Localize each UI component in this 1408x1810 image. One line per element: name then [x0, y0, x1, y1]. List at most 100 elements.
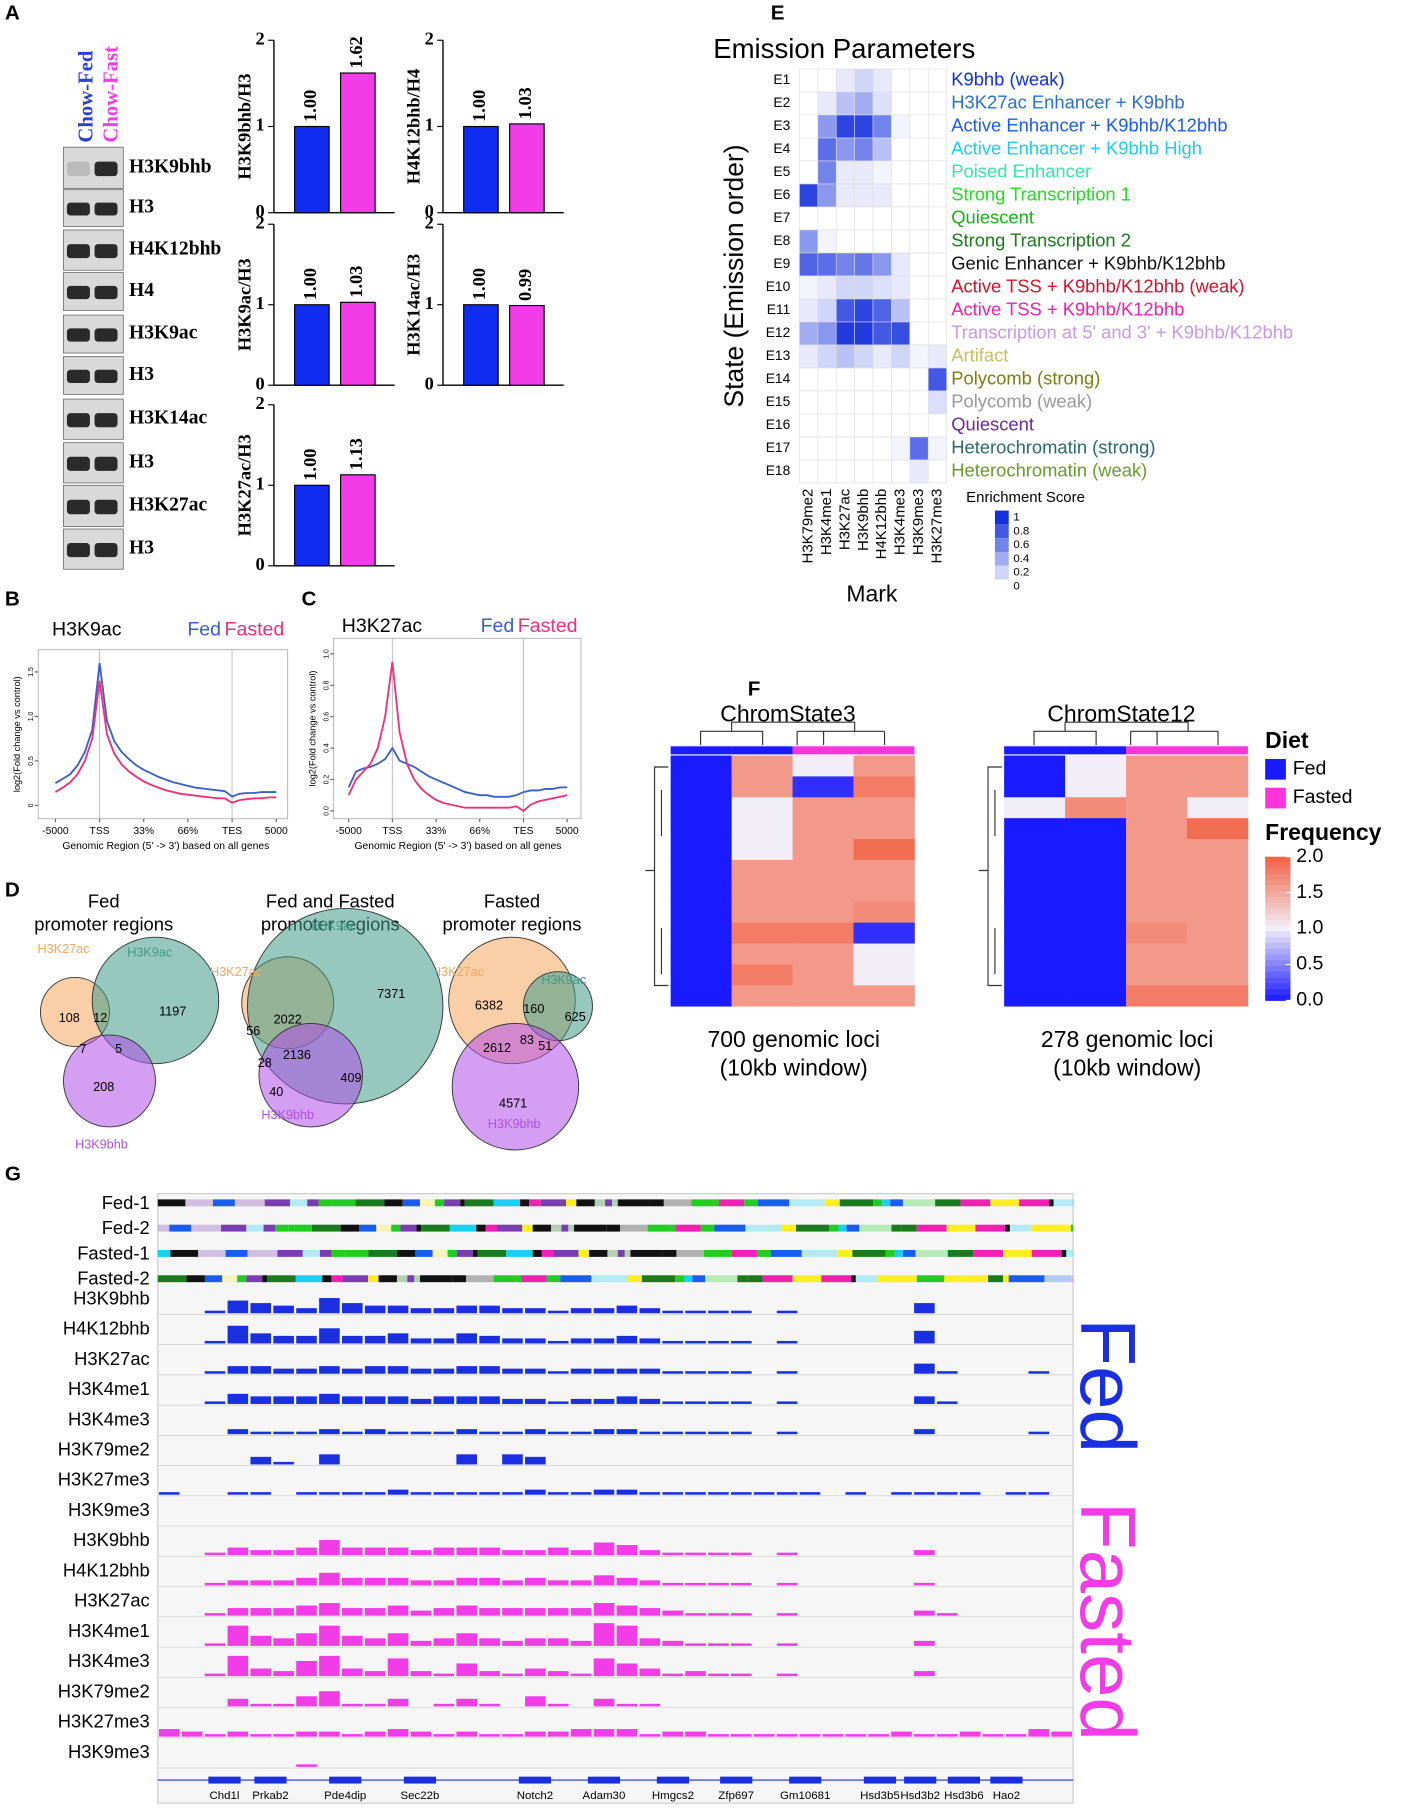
signal-bar: [250, 1550, 272, 1556]
colorbar-segment: [1265, 983, 1291, 990]
signal-bar: [685, 1582, 706, 1586]
heatmap-cell: [670, 776, 732, 798]
y-tick-label: 0.0: [324, 806, 331, 816]
y-axis-label: H3K9bhb/H3: [235, 73, 255, 179]
state-segment: [692, 1275, 706, 1283]
state-segment: [553, 1249, 579, 1257]
state-segment: [591, 1275, 627, 1283]
signal-bar: [547, 1638, 569, 1646]
signal-bar: [387, 1547, 409, 1556]
signal-bar: [547, 1703, 569, 1707]
heatmap-cell: [927, 91, 947, 116]
group-label: Fed: [1064, 1318, 1152, 1453]
signal-bar: [914, 1734, 935, 1737]
signal-bar: [342, 1635, 363, 1646]
y-tick-label: 1.5: [28, 667, 35, 677]
y-tick-label: 2: [256, 28, 265, 48]
signal-bar: [639, 1338, 661, 1344]
colorbar-segment: [1265, 960, 1291, 967]
blot-band: [94, 285, 118, 300]
venn-set-label: H3K9ac: [311, 919, 356, 933]
signal-bar: [456, 1333, 478, 1344]
state-segment: [594, 1199, 606, 1207]
venn-set-label: H3K9ac: [541, 973, 586, 987]
signal-bar: [227, 1731, 249, 1737]
signal-bar: [387, 1366, 409, 1374]
signal-bar: [273, 1431, 294, 1435]
blot-label: H3: [129, 451, 154, 472]
signal-bar: [662, 1552, 683, 1556]
venn-count: 208: [93, 1080, 114, 1094]
venn-count: 2136: [283, 1048, 311, 1062]
column-annotation: [731, 746, 793, 755]
colorbar-segment: [1265, 868, 1291, 875]
heatmap-cell: [872, 91, 892, 116]
heatmap-cell: [872, 160, 892, 185]
signal-bar: [731, 1582, 752, 1586]
track-label: H3K9bhb: [73, 1287, 150, 1308]
heatmap-cell: [909, 137, 929, 162]
y-axis-label: H4K12bhb/H4: [404, 69, 424, 184]
y-axis-label: log2(Fold change vs control): [307, 671, 317, 787]
venn-count: 28: [258, 1056, 272, 1070]
heatmap-cell: [853, 880, 915, 903]
state-segment: [731, 1249, 757, 1257]
gene-label: Hmgcs2: [652, 1790, 694, 1802]
gene-label: Adam30: [583, 1790, 626, 1802]
signal-bar: [776, 1582, 798, 1586]
group-label: Fasted: [1064, 1502, 1152, 1741]
colorbar-segment: [1265, 977, 1291, 984]
heatmap-cell: [835, 298, 855, 323]
heatmap-cell: [891, 206, 911, 231]
state-segment: [676, 1249, 704, 1257]
state-segment: [675, 1275, 685, 1283]
heatmap-cell: [1065, 755, 1127, 777]
signal-bar: [547, 1431, 569, 1435]
signal-bar: [1028, 1729, 1050, 1737]
state-segment: [402, 1199, 420, 1207]
signal-bar: [479, 1547, 500, 1556]
state-segment: [288, 1224, 312, 1232]
heatmap-cell: [891, 367, 911, 392]
heatmap-cell: [670, 985, 732, 1007]
heatmap-cell: [927, 114, 947, 139]
track-label: H3K4me3: [68, 1408, 150, 1429]
gene-label: Prkab2: [252, 1790, 288, 1802]
colorbar-tick-label: 0: [1013, 580, 1019, 592]
state-segment: [704, 1249, 727, 1257]
heatmap-cell: [670, 839, 732, 861]
signal-bar: [319, 1655, 340, 1677]
signal-bar: [959, 1492, 981, 1495]
heatmap-cell: [799, 321, 819, 346]
signal-bar: [776, 1401, 798, 1404]
gene-label: Hsd3b5: [860, 1790, 900, 1802]
row-label: E14: [766, 371, 791, 386]
y-tick-label: 1.0: [324, 649, 331, 659]
state-segment: [762, 1275, 793, 1283]
signal-bar: [342, 1608, 363, 1616]
signal-bar: [753, 1492, 775, 1495]
heatmap-cell: [853, 755, 915, 777]
state-segment: [551, 1224, 562, 1232]
state-segment: [963, 1275, 989, 1283]
state-segment: [824, 1199, 840, 1207]
signal-bar: [250, 1580, 272, 1586]
heatmap-cell: [1186, 901, 1249, 923]
state-segment: [212, 1199, 235, 1207]
state-segment: [975, 1224, 1006, 1232]
heatmap-cell: [731, 818, 793, 840]
heatmap-cell: [854, 91, 874, 116]
signal-bar: [616, 1545, 638, 1556]
colorbar-segment: [1265, 902, 1291, 909]
heatmap-cell: [891, 183, 911, 208]
heatmap-cell: [1126, 755, 1188, 777]
gene-label: Chd1l: [209, 1790, 239, 1802]
signal-bar: [227, 1698, 249, 1707]
heatmap-cell: [854, 160, 874, 185]
blot-band: [66, 543, 90, 558]
heatmap-cell: [927, 137, 947, 162]
heatmap-cell: [853, 818, 915, 840]
track-label: H3K9bhb: [73, 1529, 150, 1550]
heatmap-cell: [799, 413, 819, 438]
state-segment: [647, 1224, 671, 1232]
